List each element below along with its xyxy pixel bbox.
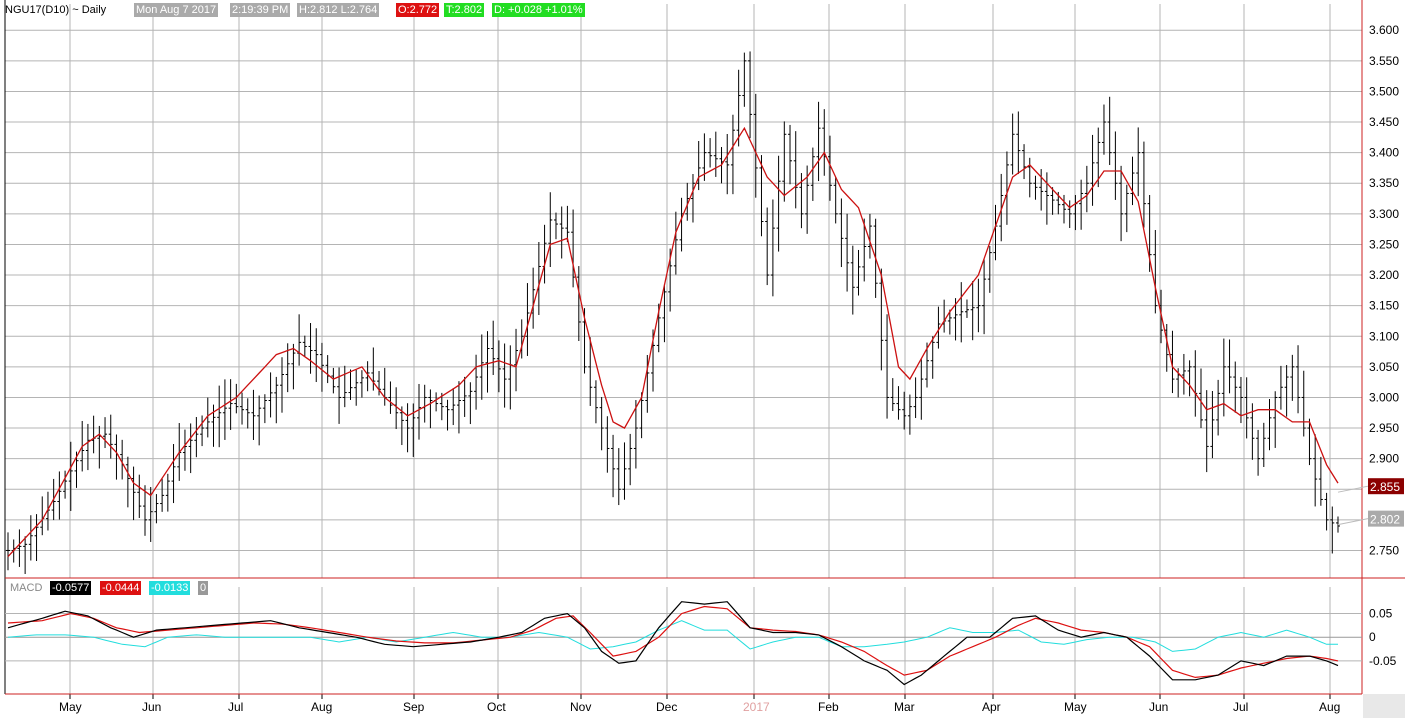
price-tick-label: 3.350 [1369, 176, 1399, 190]
moving-average-line [7, 126, 1339, 558]
high-low-label: H:2.812 L:2.764 [297, 3, 380, 17]
last-label: T:2.802 [444, 3, 485, 17]
x-tick-label: 2017 [743, 700, 770, 714]
price-tick-label: 3.550 [1369, 54, 1399, 68]
x-tick-label: Mar [894, 700, 915, 714]
zero-value-label: 0 [198, 581, 209, 595]
price-tick-label: 3.450 [1369, 115, 1399, 129]
price-tick-label: 3.050 [1369, 360, 1399, 374]
macd-tick-label: 0.05 [1369, 607, 1393, 621]
price-tick-label: 3.300 [1369, 207, 1399, 221]
x-tick-label: Sep [403, 700, 425, 714]
last-price-tag [1368, 510, 1404, 527]
macd-value-label: -0.0577 [50, 581, 92, 595]
ma-price-leader [1337, 485, 1369, 493]
x-tick-label: Feb [818, 700, 839, 714]
price-tick-label: 2.900 [1369, 452, 1399, 466]
price-tick-label: 3.200 [1369, 268, 1399, 282]
time-label: 2:19:39 PM [230, 3, 291, 17]
x-tick-label: Jul [1233, 700, 1248, 714]
macd-line [7, 601, 1339, 686]
price-tick-label: 2.950 [1369, 421, 1399, 435]
price-tick-label: 2.750 [1369, 543, 1399, 557]
price-tick-label: 3.000 [1369, 390, 1399, 404]
x-tick-label: May [1064, 700, 1087, 714]
x-tick-label: Dec [656, 700, 677, 714]
x-tick-label: Nov [570, 700, 591, 714]
last-price-label: 2.802 [1370, 513, 1400, 527]
macd-title: MACD [10, 582, 43, 594]
macd-signal-line [7, 605, 1339, 679]
x-tick-label: Oct [487, 700, 506, 714]
price-tick-label: 3.400 [1369, 146, 1399, 160]
x-tick-label: Jun [142, 700, 161, 714]
x-tick-label: May [59, 700, 82, 714]
price-tick-label: 3.100 [1369, 329, 1399, 343]
x-tick-label: Apr [982, 700, 1001, 714]
hist-value-label: -0.0133 [149, 581, 191, 595]
open-label: O:2.772 [396, 3, 440, 17]
x-tick-label: Aug [311, 700, 332, 714]
price-tick-label: 3.150 [1369, 299, 1399, 313]
macd-tick-label: 0 [1369, 630, 1376, 644]
price-tick-label: 3.600 [1369, 23, 1399, 37]
price-tick-label: 3.500 [1369, 84, 1399, 98]
signal-value-label: -0.0444 [100, 581, 142, 595]
date-label: Mon Aug 7 2017 [134, 3, 219, 17]
macd-tick-label: -0.05 [1369, 654, 1397, 668]
price-tick-label: 3.250 [1369, 237, 1399, 251]
axis-corner [1363, 694, 1405, 718]
symbol-label: NGU17(D10) ~ Daily [5, 4, 107, 16]
last-price-leader [1337, 518, 1369, 526]
x-tick-label: Jul [228, 700, 243, 714]
change-label: D: +0.028 +1.01% [492, 3, 585, 17]
x-tick-label: Jun [1149, 700, 1168, 714]
x-tick-label: Aug [1319, 700, 1340, 714]
ma-price-tag [1368, 478, 1404, 495]
ma-price-label: 2.855 [1370, 480, 1400, 494]
macd-histogram-line [7, 620, 1338, 652]
